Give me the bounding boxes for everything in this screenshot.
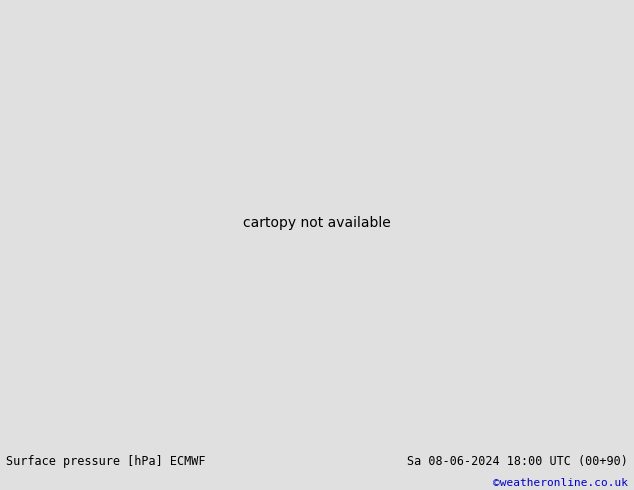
Text: ©weatheronline.co.uk: ©weatheronline.co.uk [493, 478, 628, 489]
Text: Sa 08-06-2024 18:00 UTC (00+90): Sa 08-06-2024 18:00 UTC (00+90) [407, 455, 628, 468]
Text: Surface pressure [hPa] ECMWF: Surface pressure [hPa] ECMWF [6, 455, 206, 468]
Text: cartopy not available: cartopy not available [243, 216, 391, 230]
